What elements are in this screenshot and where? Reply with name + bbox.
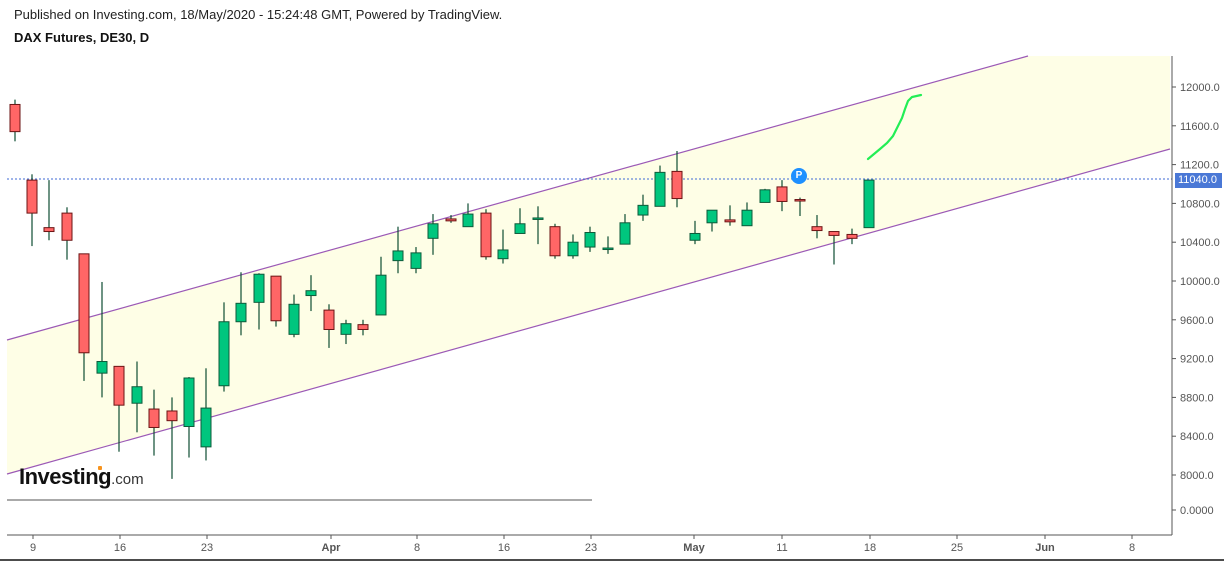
investing-logo: Investing.com bbox=[19, 464, 144, 490]
candle bbox=[584, 226, 596, 252]
candle bbox=[183, 377, 195, 458]
candle bbox=[357, 319, 369, 336]
candle bbox=[9, 99, 21, 142]
price-tick-label: 8000.0 bbox=[1180, 470, 1214, 482]
time-tick-label: 18 bbox=[864, 542, 876, 554]
candle bbox=[497, 229, 509, 264]
time-tick-label: 23 bbox=[585, 542, 597, 554]
time-tick-label: May bbox=[683, 542, 705, 554]
candle bbox=[445, 215, 457, 223]
candle bbox=[776, 180, 788, 212]
candle bbox=[148, 389, 160, 456]
candle bbox=[532, 206, 544, 245]
candle bbox=[218, 302, 230, 392]
candle bbox=[200, 368, 212, 461]
candle bbox=[235, 272, 247, 336]
projection-curve[interactable] bbox=[866, 93, 923, 161]
trend-channel[interactable] bbox=[6, 55, 1171, 475]
time-tick-label: 25 bbox=[951, 542, 963, 554]
price-tick-label: 9600.0 bbox=[1180, 315, 1214, 327]
logo-main: Investing bbox=[19, 464, 112, 489]
symbol-title: DAX Futures, DE30, D bbox=[14, 30, 150, 45]
candle bbox=[619, 214, 631, 245]
candle bbox=[288, 294, 300, 338]
candle bbox=[549, 223, 561, 259]
published-caption: Published on Investing.com, 18/May/2020 … bbox=[14, 7, 503, 22]
price-tick-label: 12000.0 bbox=[1180, 82, 1220, 94]
candle bbox=[43, 180, 55, 241]
candle bbox=[61, 207, 73, 260]
price-tick-label: 10000.0 bbox=[1180, 276, 1220, 288]
candle bbox=[427, 214, 439, 255]
candle bbox=[846, 228, 858, 245]
candle bbox=[323, 304, 335, 348]
candle bbox=[794, 197, 806, 217]
candles bbox=[9, 99, 875, 479]
channel-upper-line[interactable] bbox=[6, 55, 1029, 341]
candle bbox=[828, 231, 840, 265]
candle bbox=[811, 215, 823, 239]
candle bbox=[78, 253, 90, 381]
price-tick-label: 11200.0 bbox=[1180, 160, 1219, 172]
candle bbox=[253, 273, 265, 330]
time-tick-label: Jun bbox=[1035, 542, 1055, 554]
candle bbox=[462, 203, 474, 228]
time-tick-label: Apr bbox=[322, 542, 342, 554]
time-tick-label: 16 bbox=[114, 542, 126, 554]
candle bbox=[96, 281, 108, 398]
candle bbox=[270, 275, 282, 327]
price-tick-label: 10800.0 bbox=[1180, 198, 1220, 210]
candle bbox=[166, 397, 178, 479]
time-tick-label: 9 bbox=[30, 542, 36, 554]
candle bbox=[392, 226, 404, 274]
candle bbox=[480, 209, 492, 260]
time-axis[interactable]: 9 16 23 Apr 8 16 23 May 11 18 25 Jun 8 bbox=[30, 535, 1135, 554]
price-tick-label: 11600.0 bbox=[1180, 121, 1219, 133]
candle bbox=[759, 188, 771, 203]
pin-marker-icon[interactable]: P bbox=[791, 168, 807, 184]
candle bbox=[671, 151, 683, 208]
candle bbox=[863, 179, 875, 229]
time-tick-label: 8 bbox=[1129, 542, 1135, 554]
logo-dot-icon bbox=[98, 466, 102, 470]
candle bbox=[602, 236, 614, 254]
logo-suffix: .com bbox=[111, 471, 144, 488]
channel-fill bbox=[7, 56, 1170, 474]
candle bbox=[724, 205, 736, 226]
candle bbox=[410, 247, 422, 274]
price-tick-label: 9200.0 bbox=[1180, 354, 1214, 366]
candle bbox=[741, 202, 753, 227]
candle bbox=[340, 319, 352, 345]
candle bbox=[305, 275, 317, 312]
subpane-tick-label: 0.0000 bbox=[1180, 505, 1214, 517]
candle bbox=[514, 208, 526, 234]
price-tick-label: 8800.0 bbox=[1180, 392, 1214, 404]
time-tick-label: 23 bbox=[201, 542, 213, 554]
candle bbox=[706, 209, 718, 232]
candle bbox=[654, 165, 666, 207]
time-tick-label: 11 bbox=[776, 542, 787, 554]
time-tick-label: 16 bbox=[498, 542, 510, 554]
candle bbox=[131, 361, 143, 433]
candle bbox=[26, 174, 38, 247]
candle bbox=[637, 194, 649, 221]
last-price-badge: 11040.0 bbox=[1175, 173, 1222, 188]
price-axis[interactable]: 12000.0 11600.0 11200.0 10800.0 10400.0 10000… bbox=[1172, 82, 1220, 517]
price-tick-label: 10400.0 bbox=[1180, 237, 1220, 249]
candle bbox=[113, 365, 125, 452]
candle bbox=[689, 220, 701, 245]
candle bbox=[375, 256, 387, 316]
candle bbox=[567, 234, 579, 259]
time-tick-label: 8 bbox=[414, 542, 420, 554]
price-tick-label: 8400.0 bbox=[1180, 431, 1214, 443]
